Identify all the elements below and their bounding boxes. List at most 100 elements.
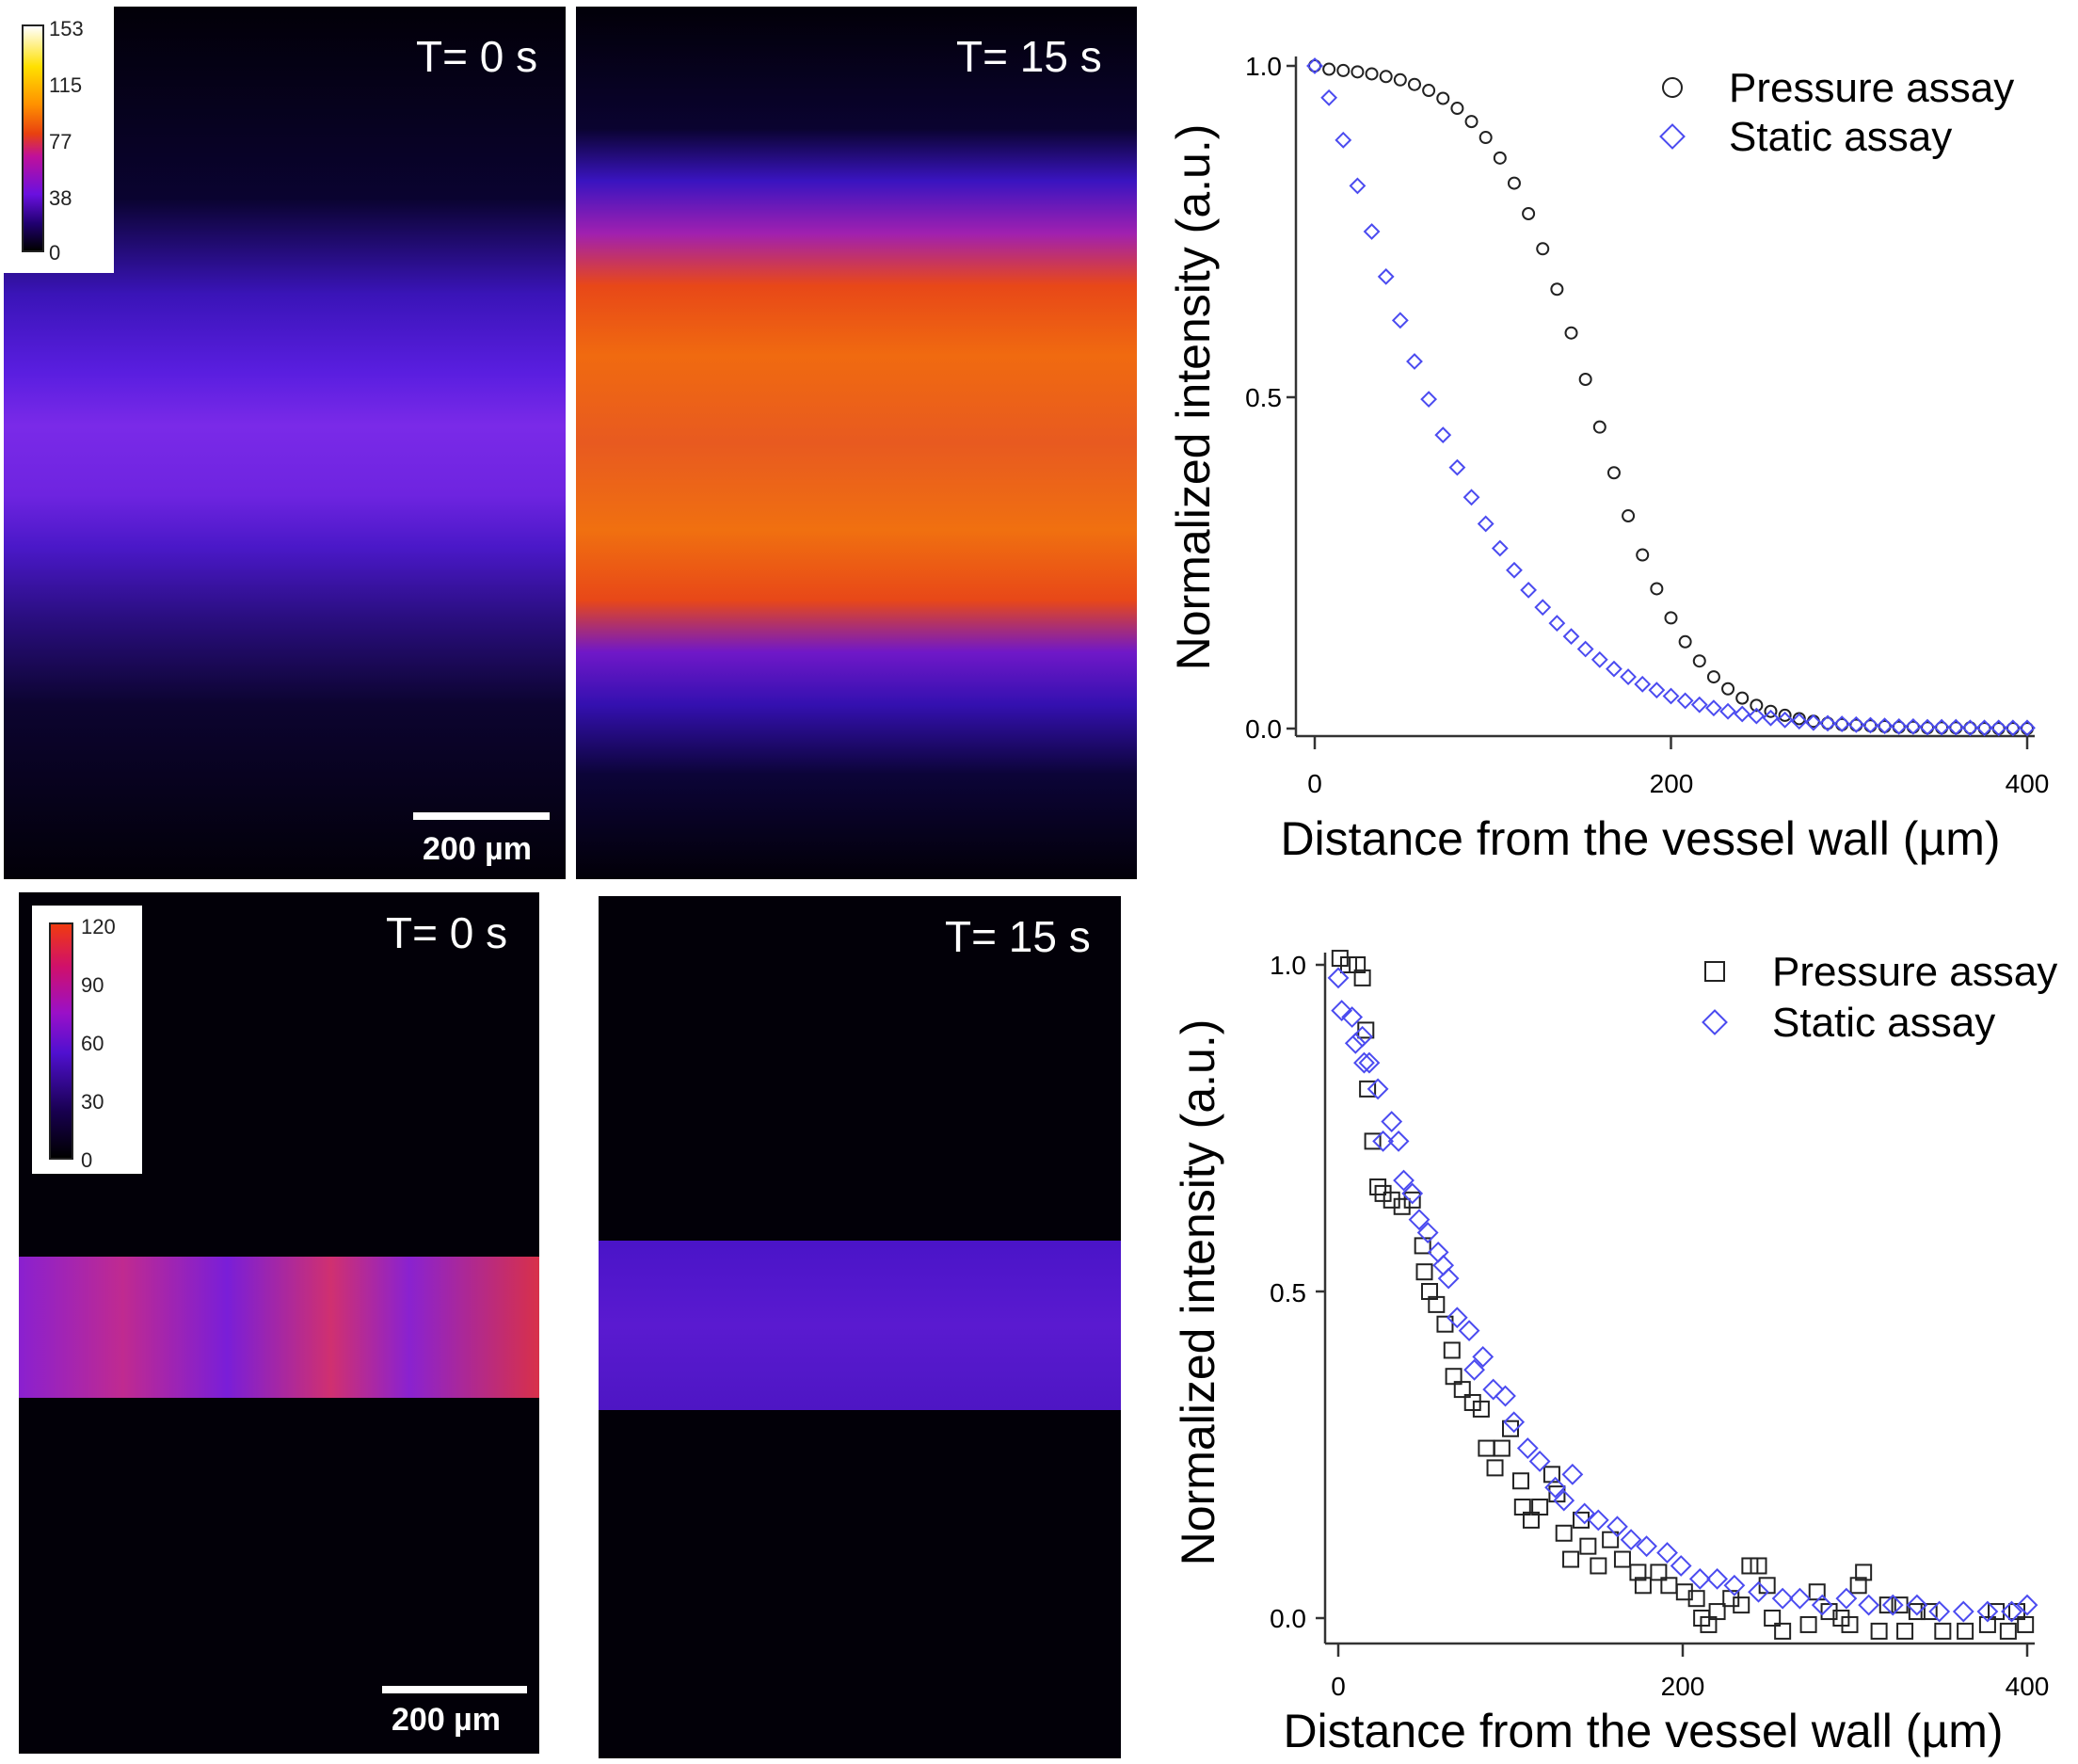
data-point <box>1613 1550 1631 1568</box>
data-point <box>1634 675 1652 693</box>
data-point <box>1908 1603 1926 1621</box>
x-tick-label: 400 <box>2006 769 2050 798</box>
data-point <box>1789 1587 1811 1610</box>
data-point <box>1849 1577 1867 1595</box>
data-point <box>1579 1537 1597 1555</box>
y-tick-label: 0.0 <box>1270 1604 1306 1633</box>
data-point <box>1561 1463 1584 1485</box>
data-point <box>1495 1385 1516 1407</box>
data-point <box>1379 70 1393 84</box>
data-point <box>1999 1622 2017 1640</box>
data-point <box>1762 709 1780 727</box>
data-point <box>1458 1320 1480 1342</box>
x-tick-label: 0 <box>1307 769 1322 798</box>
data-point <box>1622 509 1636 523</box>
y-tick-label: 1.0 <box>1245 52 1282 81</box>
legend-label: Pressure assay <box>1729 65 2014 111</box>
data-point <box>1353 1051 1375 1074</box>
data-point <box>1377 267 1395 285</box>
texture <box>576 7 1137 879</box>
data-point <box>1393 1197 1411 1215</box>
data-point <box>1511 1472 1529 1490</box>
time-label: T= 15 s <box>945 912 1091 961</box>
data-point <box>1778 708 1792 722</box>
data-point <box>1331 1000 1353 1021</box>
micrograph-top-left: 153 115 77 38 0 T= 0 s 200 µm <box>4 7 566 879</box>
data-point <box>1436 91 1450 105</box>
legend-marker <box>1659 123 1686 150</box>
data-point <box>1988 1603 2006 1621</box>
data-point <box>1841 1615 1859 1633</box>
micrograph-top-right: T= 15 s <box>576 7 1137 879</box>
data-point <box>1662 687 1680 705</box>
data-point <box>1890 717 1908 735</box>
y-tick-label: 0.5 <box>1270 1278 1306 1307</box>
data-point <box>1513 1499 1531 1516</box>
data-point <box>1391 312 1409 329</box>
data-point <box>1472 1345 1495 1368</box>
data-point <box>1990 719 2007 737</box>
scale-bar <box>382 1686 527 1693</box>
data-point <box>1374 1184 1392 1202</box>
data-point <box>1365 67 1379 81</box>
data-point <box>1493 1439 1511 1457</box>
data-point <box>1464 115 1479 129</box>
data-point <box>1477 515 1495 533</box>
data-point <box>1636 548 1650 562</box>
data-point <box>1952 1600 1974 1623</box>
data-point <box>1507 176 1521 190</box>
legend-marker <box>1702 1009 1728 1035</box>
y-axis-label: Normalized intensity (a.u.) <box>1167 124 1220 671</box>
micrograph-bottom-left: 120 90 60 30 0 T= 0 s 200 µm <box>19 892 539 1754</box>
data-point <box>1741 1557 1759 1575</box>
data-point <box>1723 1574 1746 1596</box>
data-point <box>1463 489 1480 506</box>
time-label: T= 15 s <box>956 32 1102 81</box>
x-tick-label: 0 <box>1331 1672 1346 1701</box>
scale-bar-label: 200 µm <box>423 831 532 867</box>
data-point <box>1387 1130 1410 1152</box>
data-point <box>1620 668 1637 686</box>
colorbar-legend: 120 90 60 30 0 <box>32 906 142 1174</box>
data-point <box>1351 65 1365 79</box>
y-tick-label: 0.0 <box>1245 714 1282 744</box>
data-point <box>1364 1132 1382 1150</box>
data-point <box>1448 458 1466 476</box>
data-point <box>1833 715 1851 732</box>
chart-bottom: Normalized intensity (a.u.) Distance fro… <box>1172 949 2057 1757</box>
data-point <box>1383 1191 1400 1209</box>
data-point <box>1906 1594 1928 1616</box>
data-point <box>1790 713 1808 730</box>
data-point <box>1804 714 1822 731</box>
legend-label: Pressure assay <box>1772 949 2057 995</box>
data-point <box>1688 1567 1711 1590</box>
data-point <box>1482 1378 1505 1401</box>
data-point <box>1445 1368 1463 1386</box>
data-point <box>1587 1509 1609 1531</box>
data-point <box>1416 1222 1439 1243</box>
data-point <box>1650 1564 1668 1581</box>
data-point <box>2017 1615 2035 1633</box>
data-point <box>1520 581 1538 599</box>
texture <box>599 1241 1121 1410</box>
data-point <box>1719 702 1736 720</box>
data-point <box>1522 206 1536 220</box>
data-point <box>1750 698 1764 713</box>
data-point <box>1306 57 1323 74</box>
data-point <box>1748 1580 1769 1603</box>
data-point <box>1359 1080 1377 1098</box>
data-point <box>1578 372 1592 386</box>
data-point <box>1479 131 1493 145</box>
data-point <box>1676 692 1694 710</box>
colorbar-legend: 153 115 77 38 0 <box>4 7 114 273</box>
y-tick-label: 1.0 <box>1270 951 1306 980</box>
data-point <box>1428 1295 1446 1313</box>
colorbar-tick: 153 <box>49 17 84 40</box>
colorbar-tick: 115 <box>49 73 83 97</box>
data-point <box>1353 969 1371 986</box>
data-point <box>1562 628 1580 646</box>
data-point <box>1975 719 1993 737</box>
data-point <box>1708 1603 1726 1621</box>
data-point <box>1934 1622 1952 1640</box>
